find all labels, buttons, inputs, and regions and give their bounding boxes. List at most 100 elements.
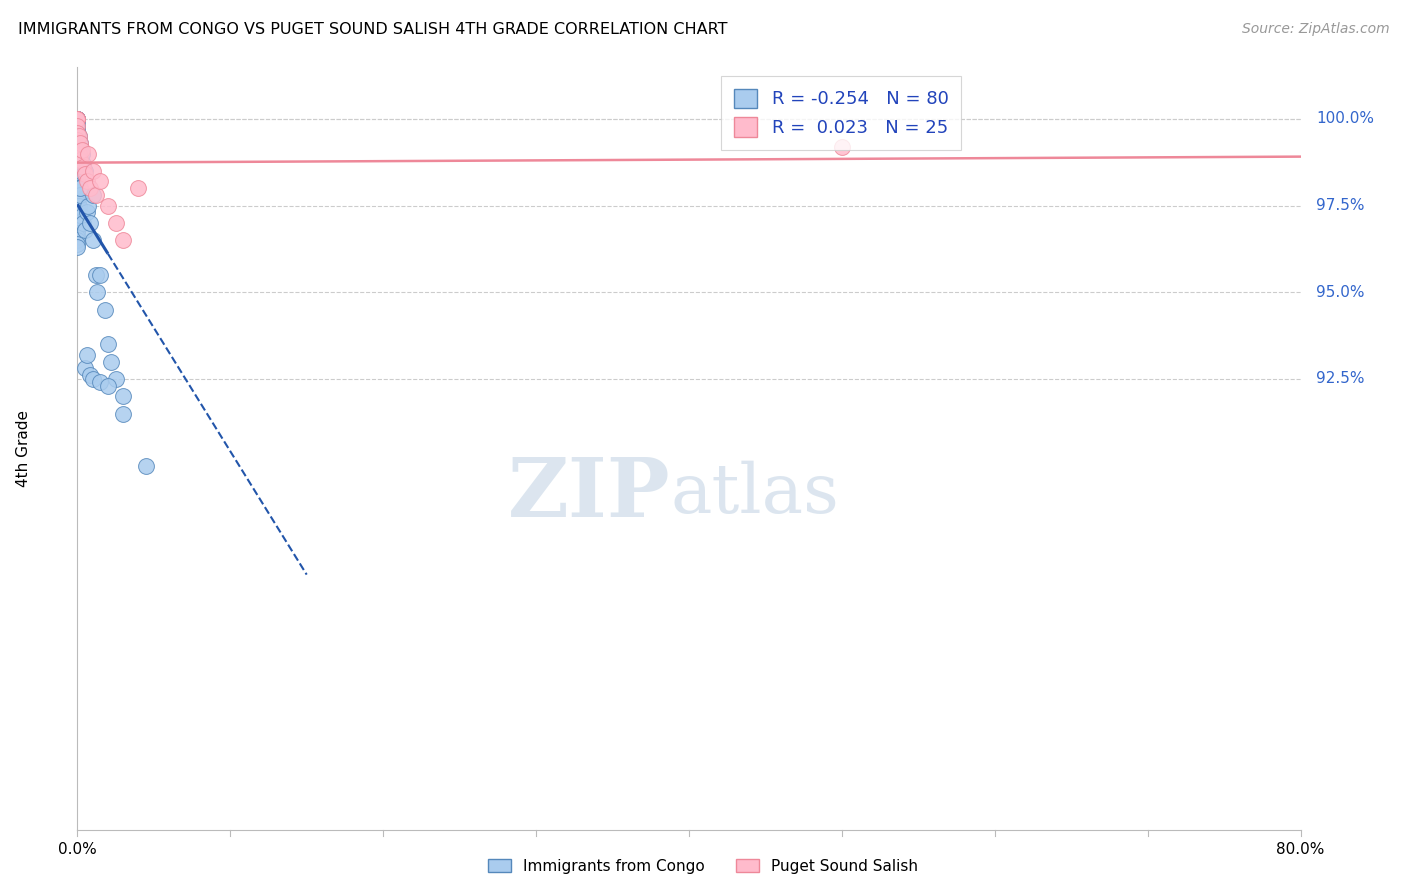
Point: [66, 115, 89, 129]
Point: [66, 136, 89, 151]
Point: [66, 188, 89, 202]
Point: [82, 164, 104, 178]
Point: [66, 146, 89, 161]
Point: [66, 185, 89, 199]
Point: [82, 372, 104, 386]
Point: [94, 302, 117, 317]
Point: [66, 233, 89, 247]
Point: [69, 136, 91, 151]
Text: 0.0%: 0.0%: [58, 842, 97, 856]
Point: [67, 146, 90, 161]
Text: atlas: atlas: [671, 461, 839, 527]
Point: [127, 181, 149, 195]
Point: [66, 153, 89, 168]
Point: [77, 146, 100, 161]
Point: [69, 164, 91, 178]
Point: [66, 212, 89, 227]
Point: [66, 219, 89, 234]
Point: [66, 167, 89, 181]
Text: 97.5%: 97.5%: [1316, 198, 1364, 213]
Legend: Immigrants from Congo, Puget Sound Salish: Immigrants from Congo, Puget Sound Salis…: [482, 853, 924, 880]
Point: [77, 198, 100, 212]
Point: [82, 233, 104, 247]
Point: [66, 112, 89, 126]
Point: [66, 195, 89, 210]
Point: [69, 188, 91, 202]
Point: [66, 119, 89, 133]
Point: [70, 146, 93, 161]
Point: [66, 229, 89, 244]
Point: [82, 188, 104, 202]
Point: [66, 209, 89, 223]
Point: [66, 205, 89, 219]
Legend: R = -0.254   N = 80, R =  0.023   N = 25: R = -0.254 N = 80, R = 0.023 N = 25: [721, 76, 962, 150]
Point: [66, 143, 89, 157]
Point: [66, 240, 89, 254]
Point: [97, 337, 120, 351]
Point: [104, 372, 127, 386]
Point: [66, 236, 89, 251]
Point: [66, 112, 89, 126]
Point: [79, 181, 101, 195]
Point: [66, 157, 89, 171]
Point: [66, 178, 89, 192]
Point: [70, 209, 93, 223]
Point: [69, 136, 91, 151]
Point: [72, 157, 94, 171]
Point: [67, 139, 90, 153]
Point: [66, 198, 89, 212]
Point: [67, 129, 90, 144]
Point: [66, 126, 89, 140]
Point: [73, 164, 96, 178]
Point: [66, 146, 89, 161]
Point: [66, 227, 89, 241]
Point: [66, 139, 89, 153]
Point: [66, 133, 89, 147]
Point: [70, 143, 93, 157]
Point: [66, 112, 89, 126]
Point: [66, 216, 89, 230]
Point: [66, 150, 89, 164]
Point: [66, 112, 89, 126]
Point: [66, 174, 89, 188]
Point: [72, 216, 94, 230]
Point: [89, 268, 111, 282]
Point: [73, 167, 96, 181]
Point: [84, 188, 107, 202]
Point: [79, 216, 101, 230]
Point: [86, 285, 108, 300]
Point: [76, 205, 98, 219]
Point: [112, 233, 135, 247]
Text: 95.0%: 95.0%: [1316, 285, 1364, 300]
Point: [76, 174, 98, 188]
Point: [66, 139, 89, 153]
Point: [66, 112, 89, 126]
Point: [104, 216, 127, 230]
Text: IMMIGRANTS FROM CONGO VS PUGET SOUND SALISH 4TH GRADE CORRELATION CHART: IMMIGRANTS FROM CONGO VS PUGET SOUND SAL…: [18, 22, 728, 37]
Text: 92.5%: 92.5%: [1316, 371, 1364, 386]
Point: [97, 379, 120, 393]
Point: [112, 407, 135, 421]
Point: [79, 368, 101, 383]
Point: [89, 174, 111, 188]
Point: [67, 146, 90, 161]
Text: 4th Grade: 4th Grade: [17, 409, 31, 487]
Point: [66, 164, 89, 178]
Point: [84, 268, 107, 282]
Point: [100, 354, 122, 368]
Point: [97, 198, 120, 212]
Point: [66, 126, 89, 140]
Point: [66, 223, 89, 237]
Point: [73, 223, 96, 237]
Point: [67, 129, 90, 144]
Point: [67, 198, 90, 212]
Text: ZIP: ZIP: [508, 454, 671, 534]
Point: [112, 389, 135, 403]
Point: [66, 170, 89, 185]
Point: [69, 181, 91, 195]
Text: 100.0%: 100.0%: [1316, 112, 1374, 127]
Point: [66, 112, 89, 126]
Point: [66, 122, 89, 136]
Point: [66, 161, 89, 175]
Point: [72, 161, 94, 175]
